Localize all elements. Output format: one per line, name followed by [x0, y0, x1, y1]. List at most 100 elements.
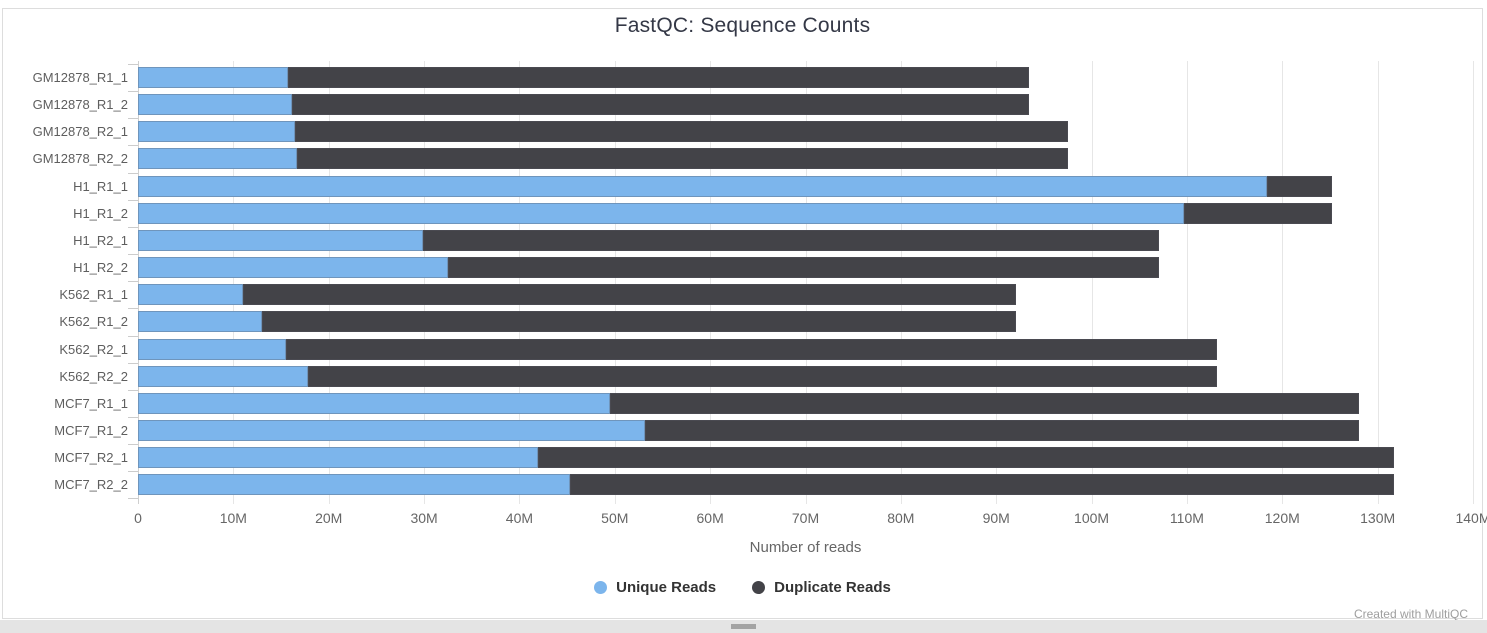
bar-segment-duplicate-reads[interactable] — [1184, 202, 1332, 224]
bar-segment-unique-reads[interactable] — [138, 392, 611, 414]
gridline-layer — [138, 61, 1474, 504]
yaxis-tick — [128, 172, 138, 174]
bar-segment-duplicate-reads[interactable] — [287, 67, 1029, 88]
bar-segment-unique-reads[interactable] — [138, 311, 262, 333]
bars-layer — [138, 61, 1473, 504]
yaxis-tick — [128, 308, 138, 310]
bar-row — [138, 311, 1473, 333]
xaxis-tick-label: 120M — [1264, 510, 1300, 526]
bar-segment-unique-reads[interactable] — [138, 257, 448, 279]
bar-segment-duplicate-reads[interactable] — [447, 257, 1160, 279]
bar-segment-unique-reads[interactable] — [138, 474, 570, 496]
yaxis-ticks-layer — [128, 61, 138, 504]
category-labels-layer: GM12878_R1_1 GM12878_R1_2 GM12878_R2_1 GM12… — [3, 61, 128, 504]
yaxis-tick — [128, 226, 138, 228]
yaxis-tick — [128, 416, 138, 418]
category-label: H1_R1_2 — [73, 205, 128, 221]
bar-segment-duplicate-reads[interactable] — [292, 94, 1029, 116]
bar-row — [138, 284, 1473, 306]
gridline — [996, 61, 998, 504]
bar-segment-unique-reads[interactable] — [138, 338, 286, 360]
bar-segment-duplicate-reads[interactable] — [261, 311, 1017, 333]
bar-segment-duplicate-reads[interactable] — [297, 148, 1068, 170]
category-label: K562_R1_1 — [59, 287, 128, 303]
xaxis-tick-labels: 0 10M 20M 30M 40M 50M 60M 70M 80M 90M 100M 110M 120M… — [134, 510, 1487, 530]
bar-segment-unique-reads[interactable] — [138, 175, 1268, 197]
legend-item-duplicate-reads[interactable]: Duplicate Reads — [752, 579, 891, 596]
bar-row — [138, 447, 1473, 469]
bar-row — [138, 229, 1473, 251]
gridline — [1377, 61, 1379, 504]
duplicate-reads-marker-icon — [752, 581, 766, 594]
gridline — [805, 61, 807, 504]
category-label: GM12878_R1_1 — [32, 70, 128, 85]
category-label: GM12878_R1_2 — [32, 97, 128, 113]
bar-segment-unique-reads[interactable] — [138, 229, 424, 251]
gridline — [1282, 61, 1284, 504]
category-label: MCF7_R2_1 — [54, 450, 128, 466]
xaxis-tick-label: 30M — [410, 510, 438, 526]
category-label: GM12878_R2_1 — [32, 124, 128, 140]
yaxis-tick — [128, 145, 138, 147]
legend: Unique Reads Duplicate Reads — [3, 579, 1482, 596]
yaxis-tick — [128, 362, 138, 364]
legend-item-unique-reads[interactable]: Unique Reads — [594, 579, 716, 596]
bar-segment-duplicate-reads[interactable] — [307, 365, 1218, 387]
category-label: MCF7_R1_2 — [54, 422, 128, 438]
bar-segment-unique-reads[interactable] — [138, 202, 1185, 224]
xaxis-tick-label: 70M — [791, 510, 820, 526]
bar-segment-duplicate-reads[interactable] — [645, 419, 1359, 441]
yaxis-tick — [128, 64, 138, 65]
bar-segment-duplicate-reads[interactable] — [1267, 175, 1332, 197]
bar-segment-duplicate-reads[interactable] — [569, 474, 1394, 496]
bar-segment-unique-reads[interactable] — [138, 67, 288, 88]
gridline — [233, 61, 235, 504]
bar-row — [138, 148, 1473, 170]
bar-segment-duplicate-reads[interactable] — [242, 284, 1017, 306]
category-label: H1_R2_1 — [73, 232, 128, 248]
bar-segment-duplicate-reads[interactable] — [537, 447, 1394, 469]
gridline — [900, 61, 902, 504]
legend-label: Duplicate Reads — [774, 579, 891, 596]
yaxis-tick — [128, 281, 138, 283]
bar-row — [138, 121, 1473, 143]
bar-row — [138, 67, 1473, 88]
category-label: K562_R1_2 — [59, 314, 128, 330]
category-label: GM12878_R2_2 — [32, 151, 128, 167]
bar-row — [138, 338, 1473, 360]
yaxis-tick — [128, 335, 138, 337]
bar-segment-unique-reads[interactable] — [138, 148, 298, 170]
multiqc-credit: Created with MultiQC — [1353, 607, 1468, 621]
xaxis-title: Number of reads — [749, 539, 862, 556]
bar-segment-duplicate-reads[interactable] — [285, 338, 1218, 360]
legend-label: Unique Reads — [616, 579, 717, 596]
bar-segment-unique-reads[interactable] — [138, 284, 243, 306]
bar-segment-duplicate-reads[interactable] — [295, 121, 1068, 143]
xaxis-tick-label: 40M — [505, 510, 534, 526]
xaxis-tick-label: 0 — [134, 510, 142, 526]
bar-segment-unique-reads[interactable] — [138, 419, 646, 441]
horizontal-scrollbar — [0, 620, 1487, 633]
gridline — [519, 61, 521, 504]
bar-segment-unique-reads[interactable] — [138, 447, 538, 469]
unique-reads-marker-icon — [594, 581, 608, 594]
category-label: K562_R2_1 — [59, 341, 128, 357]
yaxis-tick — [128, 498, 138, 500]
yaxis-tick — [128, 118, 138, 120]
bar-segment-duplicate-reads[interactable] — [610, 392, 1359, 414]
category-label: H1_R1_1 — [73, 178, 128, 194]
xaxis-tick-label: 140M — [1455, 510, 1487, 526]
horizontal-scrollbar-thumb[interactable] — [731, 624, 756, 629]
bar-row — [138, 175, 1473, 197]
bar-segment-unique-reads[interactable] — [138, 94, 293, 116]
bar-segment-duplicate-reads[interactable] — [423, 229, 1160, 251]
bar-segment-unique-reads[interactable] — [138, 365, 308, 387]
bar-segment-unique-reads[interactable] — [138, 121, 296, 143]
gridline — [1091, 61, 1093, 504]
xaxis-tick-label: 60M — [696, 510, 724, 526]
category-label: MCF7_R2_2 — [54, 477, 128, 493]
yaxis-tick — [128, 91, 138, 93]
bar-row — [138, 474, 1473, 496]
yaxis-tick — [128, 389, 138, 391]
gridline — [328, 61, 330, 504]
